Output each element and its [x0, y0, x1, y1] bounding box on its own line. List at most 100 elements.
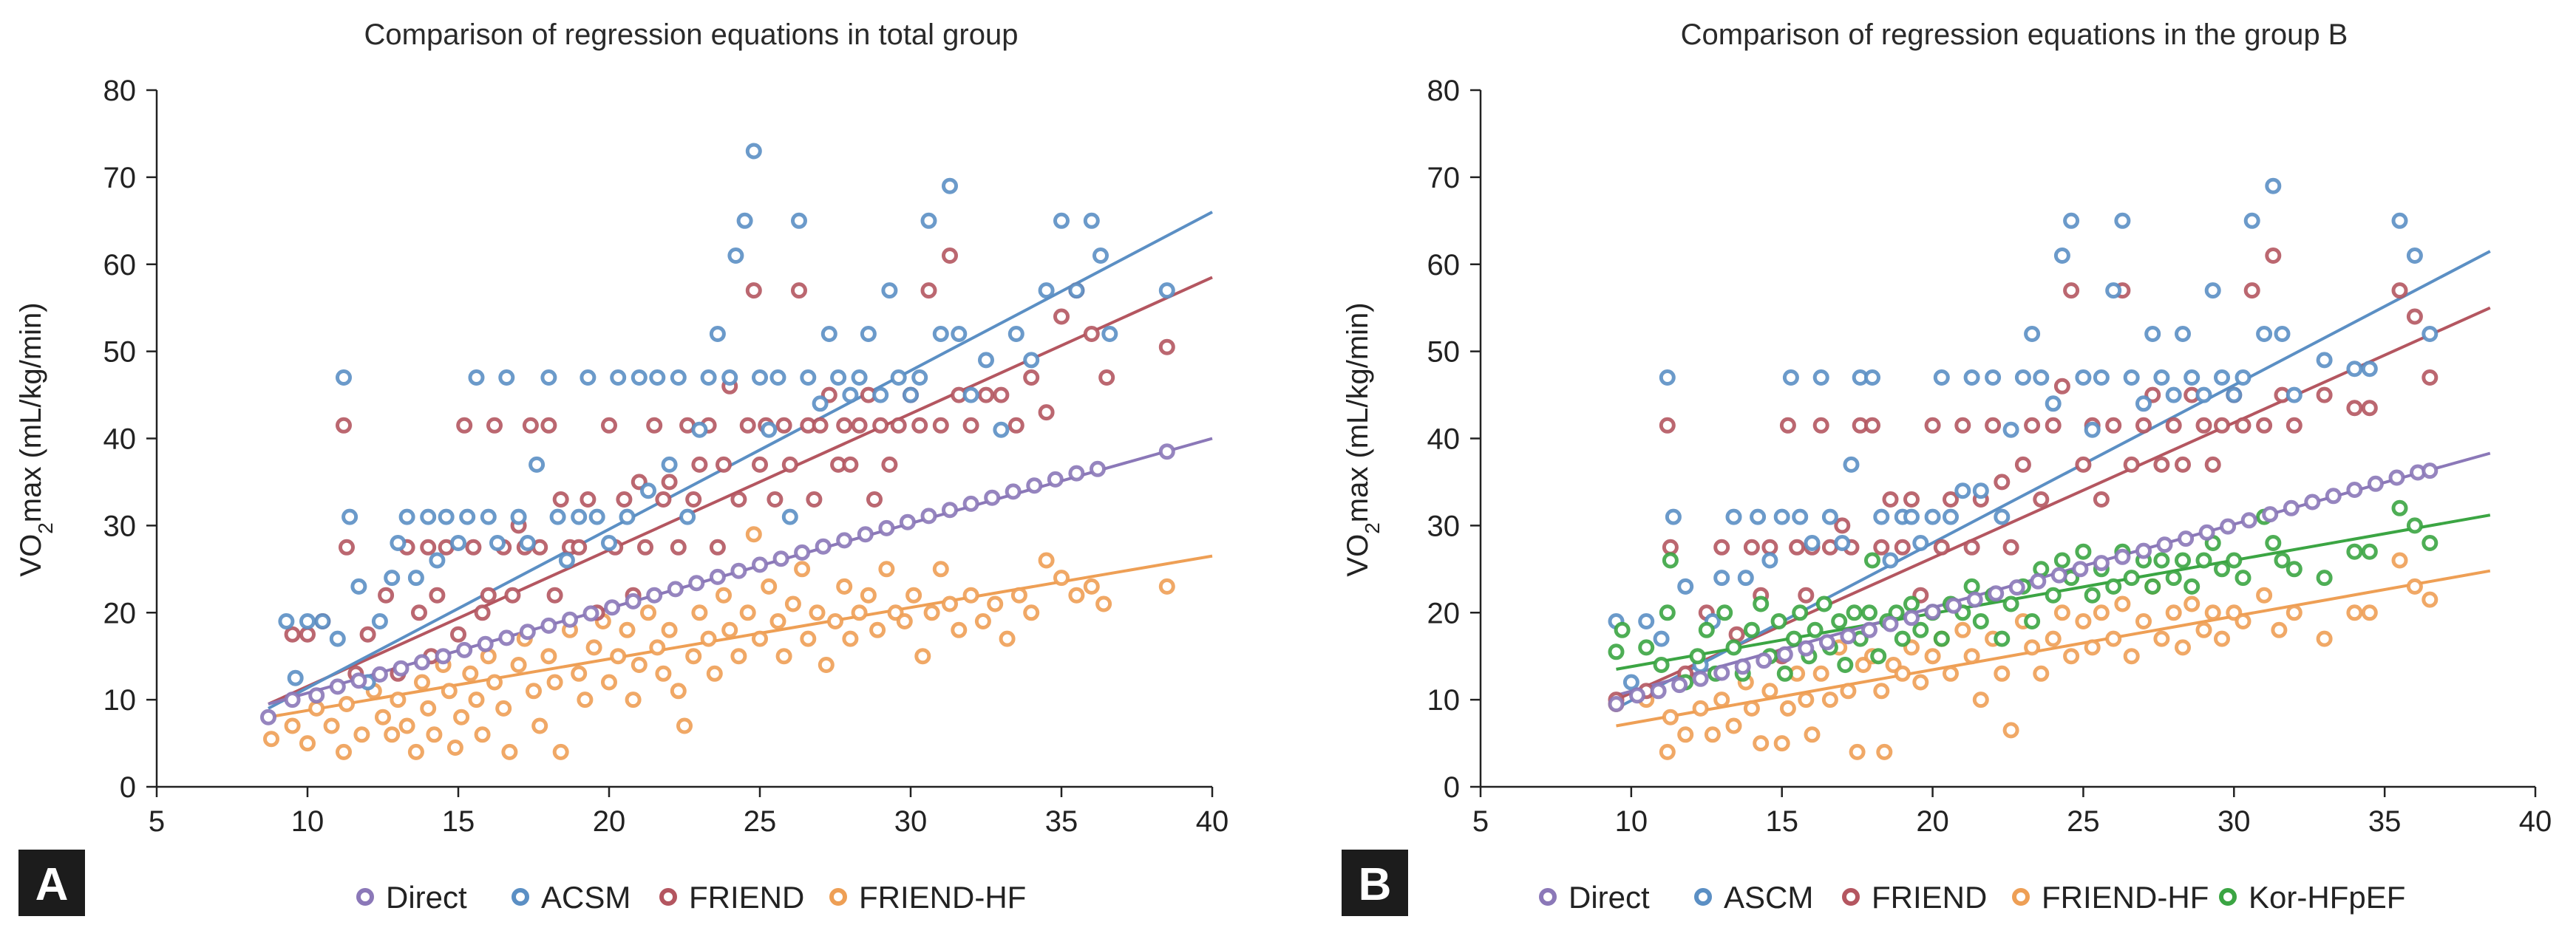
x-tick-label: 10 — [1615, 805, 1648, 838]
data-point-friend-hf — [775, 648, 792, 665]
data-point-direct — [2093, 555, 2110, 572]
data-point-direct — [2156, 536, 2173, 553]
data-point-direct — [942, 502, 958, 519]
data-point-friend — [1789, 539, 1806, 556]
data-point-friend-hf — [1677, 726, 1694, 743]
data-point-ascm — [1834, 535, 1851, 551]
data-point-direct — [2367, 475, 2384, 492]
x-tick-label: 25 — [744, 805, 777, 838]
data-point-friend-hf — [2361, 604, 2378, 621]
data-point-friend — [806, 491, 823, 508]
data-point-kor-hfpef — [1638, 639, 1655, 656]
data-point-friend-hf — [501, 743, 518, 760]
data-point-friend-hf — [2002, 722, 2019, 739]
data-point-direct — [260, 708, 276, 725]
y-tick-label: 30 — [1427, 510, 1461, 542]
data-point-friend — [1943, 491, 1959, 508]
data-point-kor-hfpef — [1972, 613, 1989, 629]
panel-label: A — [35, 859, 69, 910]
data-point-friend — [2243, 282, 2260, 299]
legend-label: FRIEND — [1872, 880, 1987, 915]
x-tick-label: 15 — [442, 805, 475, 838]
data-point-friend-hf — [860, 587, 877, 604]
data-point-direct — [2178, 530, 2195, 547]
data-point-direct — [1026, 477, 1043, 494]
data-point-friend-hf — [905, 587, 922, 604]
data-point-kor-hfpef — [1614, 621, 1631, 638]
data-point-acsm — [480, 508, 497, 525]
data-point-kor-hfpef — [1662, 552, 1679, 569]
data-point-friend-hf — [540, 648, 557, 665]
data-point-friend-hf — [1761, 683, 1778, 700]
data-point-kor-hfpef — [2144, 578, 2161, 595]
data-point-friend-hf — [721, 621, 738, 638]
data-point-direct — [1945, 597, 1962, 614]
data-point-friend-hf — [2204, 604, 2221, 621]
data-point-friend-hf — [1725, 717, 1742, 734]
legend-item-friend: FRIEND — [1842, 880, 1987, 915]
data-point-friend — [2286, 417, 2303, 434]
data-point-kor-hfpef — [1963, 578, 1980, 595]
data-point-friend-hf — [2391, 552, 2408, 569]
data-point-friend — [709, 539, 726, 556]
data-point-friend-hf — [1972, 692, 1989, 708]
data-point-direct — [1776, 646, 1793, 663]
data-point-friend — [1933, 539, 1950, 556]
legend-item-friend-hf: FRIEND-HF — [829, 880, 1026, 915]
data-point-friend-hf — [2075, 613, 2092, 629]
data-point-acsm — [580, 369, 597, 386]
data-point-ascm — [1994, 508, 2011, 525]
y-tick-label: 70 — [103, 162, 137, 194]
data-point-friend-hf — [700, 630, 717, 647]
legend-item-ascm: ASCM — [1694, 880, 1813, 915]
chart-title: Comparison of regression equations in to… — [364, 18, 1019, 51]
data-point-friend — [2153, 456, 2170, 473]
data-point-acsm — [842, 386, 859, 403]
data-point-direct — [519, 624, 536, 641]
series-friend — [1608, 247, 2439, 708]
data-point-friend — [504, 587, 521, 604]
data-point-friend — [716, 456, 732, 473]
data-point-direct — [752, 556, 768, 573]
data-point-acsm — [1092, 247, 1109, 264]
data-point-direct — [308, 687, 325, 704]
legend-label: FRIEND — [689, 880, 804, 915]
data-point-direct — [836, 532, 853, 549]
fit-line-friend — [1615, 306, 2491, 701]
data-point-acsm — [942, 177, 958, 194]
x-tick-label: 30 — [2218, 805, 2251, 838]
y-axis-label-subscript: 2 — [1361, 522, 1384, 534]
data-point-friend-hf — [827, 613, 843, 629]
data-point-direct — [2050, 567, 2067, 584]
data-point-friend-hf — [851, 604, 868, 621]
data-point-friend — [429, 587, 446, 604]
y-tick-label: 40 — [103, 423, 137, 456]
data-point-friend-hf — [2235, 613, 2252, 629]
data-point-acsm — [691, 421, 708, 438]
data-point-direct — [540, 617, 557, 634]
data-point-acsm — [314, 613, 331, 629]
data-point-friend-hf — [453, 708, 470, 725]
data-point-direct — [2220, 518, 2237, 535]
data-point-ascm — [1653, 630, 1670, 647]
data-point-kor-hfpef — [2235, 570, 2252, 587]
data-point-kor-hfpef — [2265, 535, 2282, 551]
data-point-friend-hf — [1773, 735, 1790, 752]
data-point-direct — [1734, 658, 1751, 675]
data-point-acsm — [341, 508, 358, 525]
data-point-friend — [1659, 417, 1676, 434]
data-point-friend — [1038, 404, 1055, 421]
data-point-friend — [890, 417, 907, 434]
data-point-ascm — [1622, 674, 1639, 691]
data-point-direct — [562, 611, 578, 628]
data-point-friend-hf — [1010, 587, 1027, 604]
data-point-kor-hfpef — [2045, 587, 2062, 604]
data-point-direct — [2030, 573, 2047, 590]
data-point-friend — [739, 417, 756, 434]
legend-label: FRIEND-HF — [2042, 880, 2209, 915]
data-point-friend — [2093, 491, 2110, 508]
data-point-acsm — [721, 369, 738, 386]
y-tick-label: 0 — [120, 771, 136, 804]
data-point-friend-hf — [1849, 743, 1866, 760]
data-point-ascm — [1677, 578, 1694, 595]
